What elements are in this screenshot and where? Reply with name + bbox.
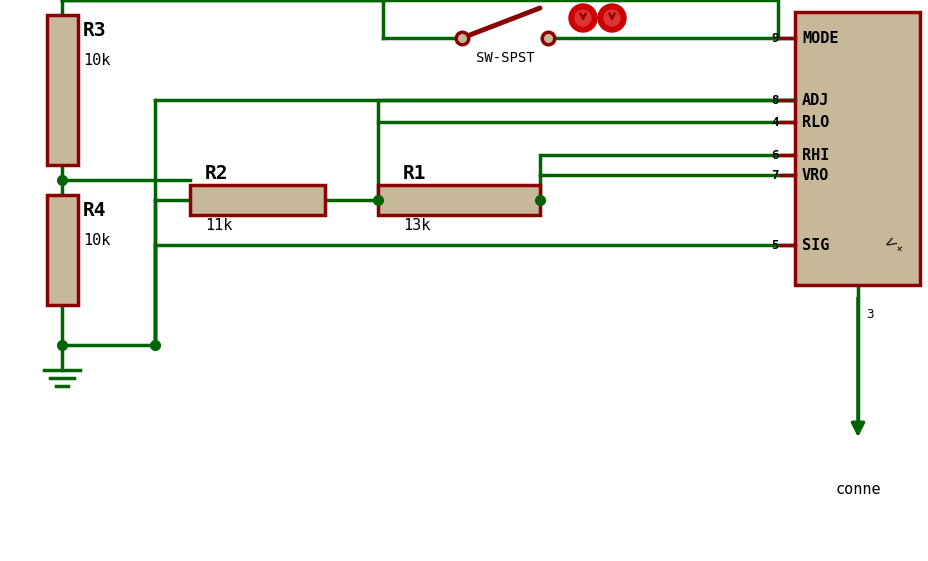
Text: VRO: VRO	[801, 168, 829, 182]
Circle shape	[598, 4, 625, 32]
Bar	[378, 185, 539, 215]
Circle shape	[603, 10, 619, 26]
Text: 7: 7	[770, 168, 779, 182]
Text: R1: R1	[403, 163, 426, 182]
Text: 8: 8	[770, 94, 779, 107]
Text: SW-SPST: SW-SPST	[475, 51, 534, 65]
Text: R2: R2	[205, 163, 228, 182]
Text: R3: R3	[83, 21, 107, 39]
Text: 6: 6	[770, 149, 779, 162]
Text: 5: 5	[770, 238, 779, 251]
Text: ADJ: ADJ	[801, 93, 829, 108]
Text: $V^+$: $V^+$	[879, 234, 903, 259]
Text: 11k: 11k	[205, 218, 232, 232]
Text: 13k: 13k	[403, 218, 430, 232]
Text: MODE: MODE	[801, 30, 838, 45]
Circle shape	[574, 10, 590, 26]
Text: 9: 9	[770, 31, 779, 44]
Text: 10k: 10k	[83, 232, 110, 247]
Text: R4: R4	[83, 200, 107, 219]
Bar	[190, 185, 325, 215]
Bar	[47, 15, 78, 165]
Text: SIG: SIG	[801, 237, 829, 252]
Text: 4: 4	[770, 116, 779, 128]
Text: 10k: 10k	[83, 53, 110, 67]
Text: conne: conne	[834, 482, 880, 498]
Text: RLO: RLO	[801, 114, 829, 130]
Text: RHI: RHI	[801, 148, 829, 163]
Bar	[794, 12, 919, 285]
Circle shape	[568, 4, 597, 32]
Bar	[47, 195, 78, 305]
Text: 3: 3	[865, 309, 872, 321]
